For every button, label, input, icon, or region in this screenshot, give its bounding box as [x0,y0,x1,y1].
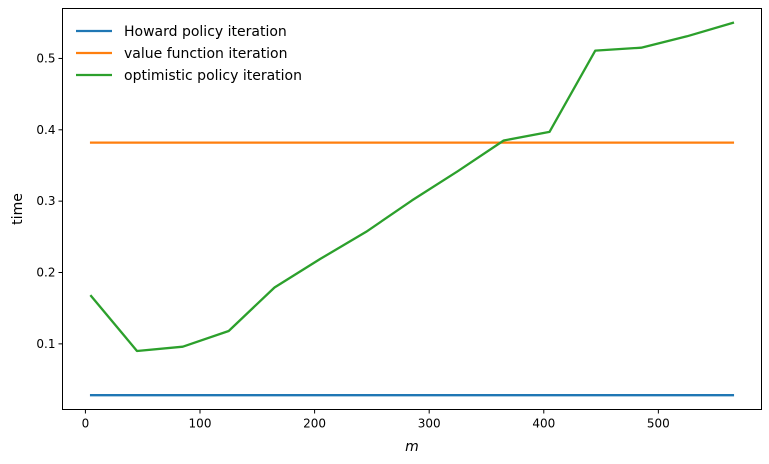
x-tick-label: 200 [303,417,326,431]
legend-label-1: value function iteration [124,46,287,62]
y-axis-label: time [10,193,26,225]
plot-frame [62,8,762,410]
y-tick-label: 0.4 [36,123,55,137]
x-tick-label: 500 [647,417,670,431]
y-axis-ticks: 0.1 0.2 0.3 0.4 0.5 [36,51,63,351]
y-tick-label: 0.5 [36,51,55,65]
series-line-2 [89,21,735,353]
x-tick-label: 100 [189,417,212,431]
legend-label-0: Howard policy iteration [124,24,287,40]
x-axis-label: m [405,439,419,455]
y-tick-label: 0.2 [36,266,55,280]
x-tick-label: 0 [82,417,90,431]
y-tick-label: 0.3 [36,194,55,208]
x-tick-label: 400 [532,417,555,431]
x-axis-ticks: 0 100 200 300 400 500 [82,409,670,431]
y-tick-label: 0.1 [36,337,55,351]
legend-label-2: optimistic policy iteration [124,68,302,84]
series-layer [89,21,735,397]
x-tick-label: 300 [418,417,441,431]
legend: Howard policy iteration value function it… [76,24,302,84]
